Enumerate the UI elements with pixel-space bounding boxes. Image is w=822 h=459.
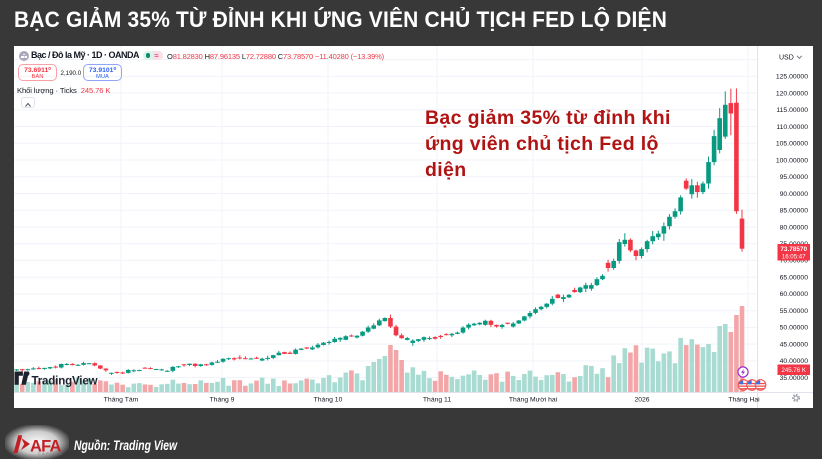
- svg-text:AFA: AFA: [30, 438, 61, 456]
- svg-text:45.00000: 45.00000: [780, 341, 809, 348]
- svg-text:55.00000: 55.00000: [780, 308, 809, 315]
- svg-text:Tháng Mười hai: Tháng Mười hai: [509, 397, 558, 404]
- svg-text:Tháng 9: Tháng 9: [210, 397, 235, 404]
- svg-text:Tháng Tám: Tháng Tám: [104, 397, 139, 404]
- svg-text:Tháng 10: Tháng 10: [314, 397, 343, 404]
- svg-text:USD: USD: [779, 55, 794, 62]
- svg-text:245.76 K: 245.76 K: [781, 367, 805, 374]
- svg-text:40.00000: 40.00000: [780, 358, 809, 365]
- svg-text:Tháng 11: Tháng 11: [423, 397, 451, 404]
- svg-text:105.00000: 105.00000: [776, 141, 808, 148]
- svg-text:115.00000: 115.00000: [776, 107, 808, 114]
- svg-text:110.00000: 110.00000: [776, 124, 808, 131]
- svg-text:95.00000: 95.00000: [780, 174, 809, 181]
- svg-text:50.00000: 50.00000: [780, 325, 809, 332]
- svg-text:65.00000: 65.00000: [780, 275, 809, 282]
- svg-text:80.00000: 80.00000: [780, 224, 809, 231]
- svg-text:90.00000: 90.00000: [780, 191, 809, 198]
- svg-text:70.00000: 70.00000: [780, 258, 809, 265]
- svg-text:60.00000: 60.00000: [780, 291, 809, 298]
- svg-text:2026: 2026: [634, 397, 649, 404]
- svg-text:TradingView: TradingView: [32, 374, 99, 387]
- svg-text:100.00000: 100.00000: [776, 157, 808, 164]
- svg-text:125.00000: 125.00000: [776, 74, 808, 81]
- svg-text:85.00000: 85.00000: [780, 208, 809, 215]
- svg-text:CAPITAL: CAPITAL: [38, 452, 63, 456]
- svg-text:73.78570: 73.78570: [780, 246, 807, 253]
- svg-text:120.00000: 120.00000: [776, 90, 808, 97]
- svg-text:Tháng Hai: Tháng Hai: [728, 397, 760, 404]
- svg-text:35.00000: 35.00000: [780, 375, 809, 382]
- svg-text:16:05:47: 16:05:47: [782, 253, 806, 260]
